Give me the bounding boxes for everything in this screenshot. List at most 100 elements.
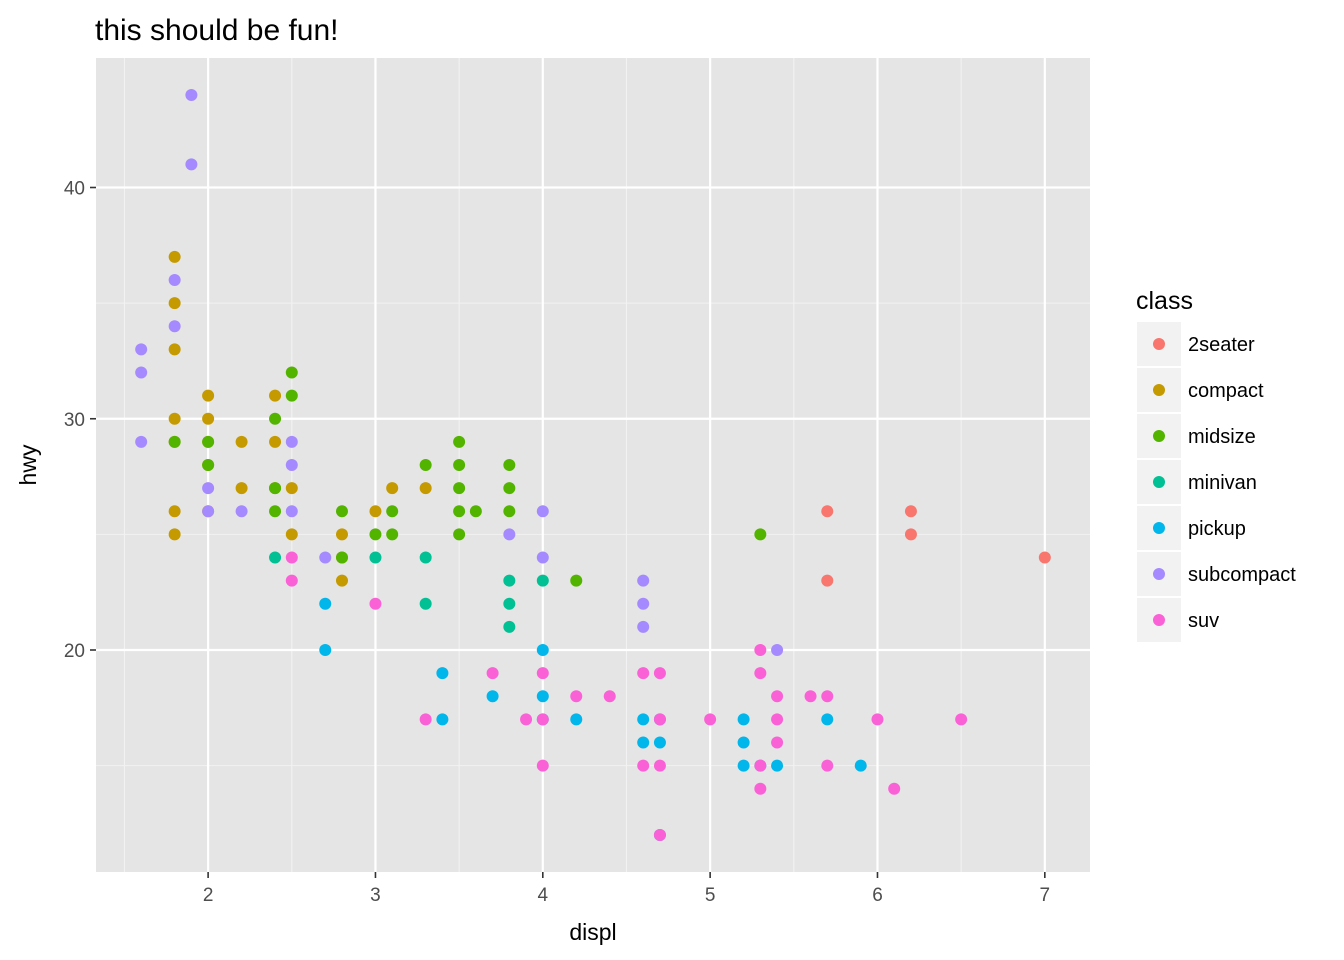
- legend: class 2seater compact midsize minivan pickup…: [1136, 287, 1296, 642]
- data-point-compact: [168, 412, 181, 425]
- data-point-compact: [269, 389, 282, 402]
- data-point-suv: [821, 759, 834, 772]
- data-point-pickup: [486, 690, 499, 703]
- data-point-midsize: [469, 505, 482, 518]
- data-point-suv: [520, 713, 533, 726]
- data-point-pickup: [637, 713, 650, 726]
- data-point-subcompact: [319, 551, 332, 564]
- data-point-subcompact: [637, 597, 650, 610]
- data-point-compact: [386, 482, 399, 495]
- data-point-pickup: [653, 736, 666, 749]
- x-axis-title: displ: [569, 919, 616, 945]
- legend-swatch-pickup: [1153, 522, 1165, 534]
- data-point-suv: [754, 782, 767, 795]
- plot-panel: [96, 58, 1090, 872]
- data-point-pickup: [436, 713, 449, 726]
- data-point-midsize: [168, 435, 181, 448]
- y-axis: 20 30 40: [64, 179, 96, 662]
- chart-title: this should be fun!: [95, 14, 339, 47]
- data-point-suv: [419, 713, 432, 726]
- data-point-pickup: [536, 690, 549, 703]
- data-point-midsize: [285, 366, 298, 379]
- data-point-compact: [285, 528, 298, 541]
- minor-gridlines: [96, 58, 1090, 872]
- data-point-suv: [653, 667, 666, 680]
- data-point-compact: [202, 389, 215, 402]
- data-point-subcompact: [536, 505, 549, 518]
- legend-swatch-compact: [1153, 384, 1165, 396]
- data-point-2seater: [904, 505, 917, 518]
- y-tick-label: 40: [64, 179, 85, 200]
- data-point-midsize: [285, 389, 298, 402]
- x-tick-label: 2: [203, 885, 214, 906]
- legend-swatch-2seater: [1153, 338, 1165, 350]
- data-point-midsize: [503, 482, 516, 495]
- data-point-compact: [202, 412, 215, 425]
- data-point-midsize: [453, 505, 466, 518]
- data-point-2seater: [821, 574, 834, 587]
- data-point-midsize: [453, 459, 466, 471]
- data-point-2seater: [1038, 551, 1051, 564]
- legend-swatch-minivan: [1153, 476, 1165, 488]
- x-tick-label: 6: [872, 885, 883, 906]
- data-point-pickup: [436, 667, 449, 680]
- legend-items: 2seater compact midsize minivan pickup subcom…: [1137, 322, 1296, 642]
- data-point-subcompact: [185, 89, 198, 101]
- data-point-midsize: [269, 412, 282, 425]
- data-point-suv: [955, 713, 968, 726]
- data-point-compact: [335, 528, 348, 541]
- data-point-midsize: [386, 528, 399, 541]
- legend-swatch-midsize: [1153, 430, 1165, 442]
- data-point-2seater: [904, 528, 917, 541]
- data-point-minivan: [369, 551, 382, 564]
- data-point-midsize: [570, 574, 583, 587]
- data-point-suv: [804, 690, 817, 703]
- data-point-minivan: [503, 574, 516, 587]
- data-point-pickup: [737, 759, 750, 772]
- data-point-pickup: [737, 713, 750, 726]
- y-tick-label: 20: [64, 641, 85, 662]
- data-point-compact: [168, 528, 181, 541]
- data-point-midsize: [269, 482, 282, 495]
- data-point-suv: [536, 667, 549, 680]
- data-point-suv: [486, 667, 499, 680]
- data-point-midsize: [202, 459, 215, 471]
- data-point-suv: [536, 759, 549, 772]
- data-point-compact: [335, 574, 348, 587]
- data-point-compact: [168, 505, 181, 518]
- legend-label-pickup: pickup: [1188, 518, 1246, 540]
- data-point-compact: [168, 343, 181, 356]
- data-point-subcompact: [503, 528, 516, 541]
- data-point-subcompact: [771, 644, 784, 656]
- data-points: [135, 89, 1051, 841]
- legend-swatch-suv: [1153, 614, 1165, 626]
- data-point-suv: [771, 690, 784, 703]
- data-point-midsize: [386, 505, 399, 518]
- data-point-compact: [168, 250, 181, 263]
- data-point-midsize: [335, 505, 348, 518]
- data-point-suv: [637, 759, 650, 772]
- data-point-midsize: [453, 435, 466, 448]
- data-point-subcompact: [235, 505, 248, 518]
- data-point-subcompact: [185, 158, 198, 171]
- legend-label-suv: suv: [1188, 610, 1219, 632]
- data-point-compact: [235, 482, 248, 495]
- data-point-compact: [285, 482, 298, 495]
- data-point-minivan: [269, 551, 282, 564]
- data-point-suv: [871, 713, 884, 726]
- x-tick-label: 5: [705, 885, 716, 906]
- data-point-midsize: [754, 528, 767, 541]
- data-point-pickup: [319, 644, 332, 656]
- data-point-subcompact: [135, 366, 148, 379]
- data-point-suv: [653, 759, 666, 772]
- data-point-suv: [536, 713, 549, 726]
- data-point-compact: [269, 435, 282, 448]
- data-point-pickup: [771, 759, 784, 772]
- data-point-suv: [603, 690, 616, 703]
- data-point-subcompact: [135, 343, 148, 356]
- data-point-subcompact: [202, 482, 215, 495]
- data-point-midsize: [419, 459, 432, 471]
- legend-label-subcompact: subcompact: [1188, 564, 1296, 586]
- data-point-midsize: [453, 482, 466, 495]
